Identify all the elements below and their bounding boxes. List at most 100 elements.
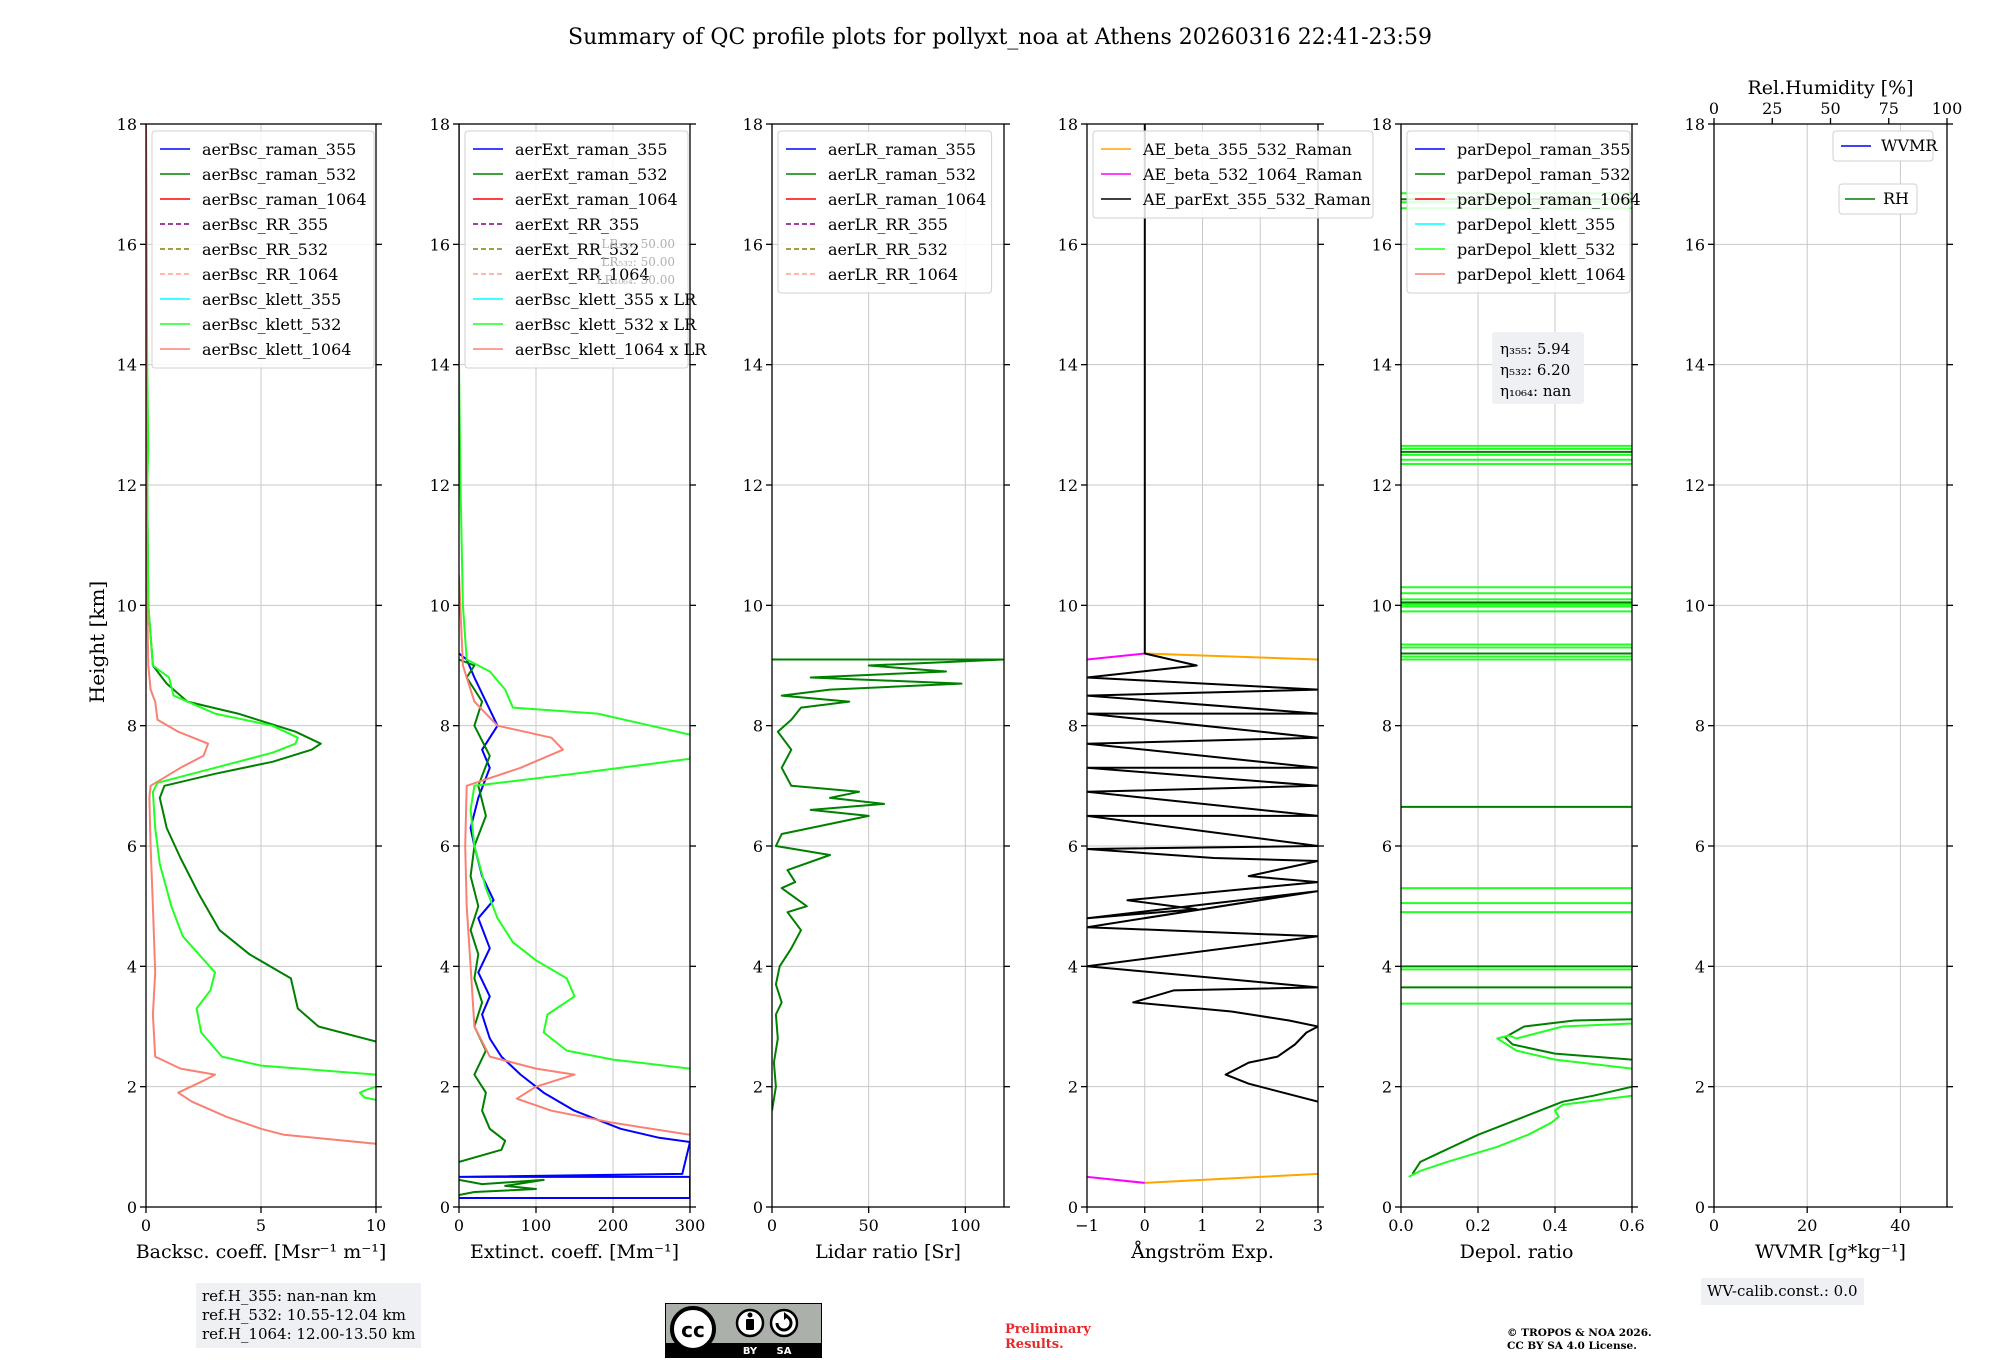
x-tick-label: 50: [858, 1216, 878, 1235]
top-x-tick-label: 75: [1879, 99, 1899, 118]
legend-label: aerExt_raman_355: [515, 140, 668, 159]
y-tick-label: 10: [743, 596, 763, 615]
x-tick-label: 0.0: [1388, 1216, 1413, 1235]
legend-box: [1092, 130, 1374, 219]
top-x-tick-label: 50: [1820, 99, 1840, 118]
y-tick-label: 12: [1685, 476, 1705, 495]
x-tick-label: 100: [521, 1216, 552, 1235]
eta-box: [1492, 332, 1584, 404]
x-tick-label: 40: [1890, 1216, 1910, 1235]
top-x-tick-label: 100: [1932, 99, 1963, 118]
legend-label: aerBsc_klett_532 x LR: [515, 315, 697, 334]
y-tick-label: 16: [430, 235, 450, 254]
copyright-line-2: CC BY SA 4.0 License.: [1507, 1340, 1637, 1352]
x-tick-label: 0.6: [1619, 1216, 1644, 1235]
y-tick-label: 4: [1382, 957, 1392, 976]
y-tick-label: 12: [117, 476, 137, 495]
legend-label: aerBsc_raman_1064: [202, 190, 367, 209]
series-pardepol-raman-532: [1411, 1085, 1632, 1175]
legend-box-rh: [1838, 183, 1918, 215]
legend-label: aerBsc_klett_355: [202, 290, 341, 309]
axes-frame: [458, 123, 691, 1208]
wv-calib-box: WV-calib.const.: 0.0: [1701, 1278, 1864, 1305]
y-tick-label: 4: [753, 957, 763, 976]
eta-label: η₁₀₆₄: nan: [1500, 382, 1571, 400]
lr-label: LR₃₅₅: 50.00: [601, 237, 675, 251]
y-tick-label: 4: [1695, 957, 1705, 976]
legend-label: aerExt_RR_355: [515, 215, 639, 234]
copyright-line-1: © TROPOS & NOA 2026.: [1507, 1327, 1652, 1339]
y-tick-label: 18: [117, 115, 137, 134]
x-tick-label: 300: [675, 1216, 706, 1235]
y-tick-label: 14: [117, 356, 137, 375]
legend-label: aerBsc_klett_355 x LR: [515, 290, 697, 309]
x-tick-label: −1: [1075, 1216, 1099, 1235]
y-tick-label: 14: [743, 356, 763, 375]
x-tick-label: 10: [366, 1216, 386, 1235]
y-tick-label: 6: [127, 837, 137, 856]
legend-label: aerBsc_klett_1064 x LR: [515, 340, 707, 359]
x-tick-label: 0: [454, 1216, 464, 1235]
series-ae-beta-532-1064-raman-high: [1087, 652, 1145, 661]
y-tick-label: 12: [1058, 476, 1078, 495]
y-tick-label: 18: [430, 115, 450, 134]
x-tick-label: 0: [141, 1216, 151, 1235]
top-axis-label: Rel.Humidity [%]: [1747, 77, 1913, 99]
y-tick-label: 4: [127, 957, 137, 976]
series-ae-beta-355-532-raman-low: [1144, 1172, 1318, 1184]
legend-label: parDepol_klett_1064: [1457, 265, 1626, 284]
axes-frame: [771, 123, 1005, 1208]
y-tick-label: 18: [743, 115, 763, 134]
lr-label: LR₅₃₂: 50.00: [601, 255, 675, 269]
lr-label: LR₁₀₆₄: 50.00: [597, 273, 675, 287]
y-tick-label: 0: [127, 1198, 137, 1217]
y-axis-label: Height [km]: [85, 581, 109, 703]
y-tick-label: 10: [1685, 596, 1705, 615]
series-aerbsc-klett-532-low: [358, 1085, 376, 1101]
legend-label: parDepol_raman_532: [1457, 165, 1630, 184]
x-tick-label: 0.2: [1465, 1216, 1490, 1235]
legend-box: [1832, 130, 1934, 162]
legend-label: AE_beta_532_1064_Raman: [1142, 165, 1362, 184]
cc-sa-label: SA: [777, 1346, 792, 1357]
svg-text:cc: cc: [681, 1318, 705, 1342]
legend-label: aerLR_raman_532: [828, 165, 976, 184]
figure-title: Summary of QC profile plots for pollyxt_…: [568, 25, 1432, 50]
y-tick-label: 2: [1695, 1078, 1705, 1097]
ref-height-1064: ref.H_1064: 12.00-13.50 km: [202, 1325, 416, 1343]
series-aerbsc-klett-1064-x-lr: [459, 575, 690, 1136]
y-tick-label: 18: [1372, 115, 1392, 134]
series-aerbsc-klett-532-x-lr-top: [459, 124, 690, 736]
axes-frame: [1400, 123, 1633, 1208]
legend-label: aerBsc_raman_355: [202, 140, 356, 159]
y-tick-label: 14: [1685, 356, 1705, 375]
legend-label: aerBsc_klett_1064: [202, 340, 351, 359]
legend-label: parDepol_raman_1064: [1457, 190, 1641, 209]
copyright-note: © TROPOS & NOA 2026. CC BY SA 4.0 Licens…: [1507, 1327, 1652, 1353]
legend-label: aerLR_raman_355: [828, 140, 976, 159]
preliminary-results-note: Preliminary Results.: [1005, 1322, 1091, 1352]
y-tick-label: 16: [1372, 235, 1392, 254]
x-tick-label: 100: [950, 1216, 981, 1235]
y-tick-label: 0: [1695, 1198, 1705, 1217]
ref-heights-box: ref.H_355: nan-nan km ref.H_532: 10.55-1…: [196, 1283, 422, 1348]
legend-box: [1406, 130, 1631, 294]
y-tick-label: 8: [1382, 717, 1392, 736]
y-tick-label: 8: [440, 717, 450, 736]
series-pardepol-klett-532: [1408, 1094, 1632, 1178]
y-tick-label: 16: [743, 235, 763, 254]
x-axis-label: Ångström Exp.: [1130, 1241, 1274, 1263]
legend-label: aerBsc_RR_1064: [202, 265, 338, 284]
y-tick-label: 16: [1058, 235, 1078, 254]
y-tick-label: 16: [117, 235, 137, 254]
legend-label: aerLR_RR_532: [828, 240, 948, 259]
y-tick-label: 10: [117, 596, 137, 615]
y-tick-label: 8: [1068, 717, 1078, 736]
y-tick-label: 6: [1068, 837, 1078, 856]
y-tick-label: 16: [1685, 235, 1705, 254]
y-tick-label: 8: [127, 717, 137, 736]
legend-label: aerBsc_raman_532: [202, 165, 356, 184]
cc-by-label: BY: [743, 1346, 758, 1357]
